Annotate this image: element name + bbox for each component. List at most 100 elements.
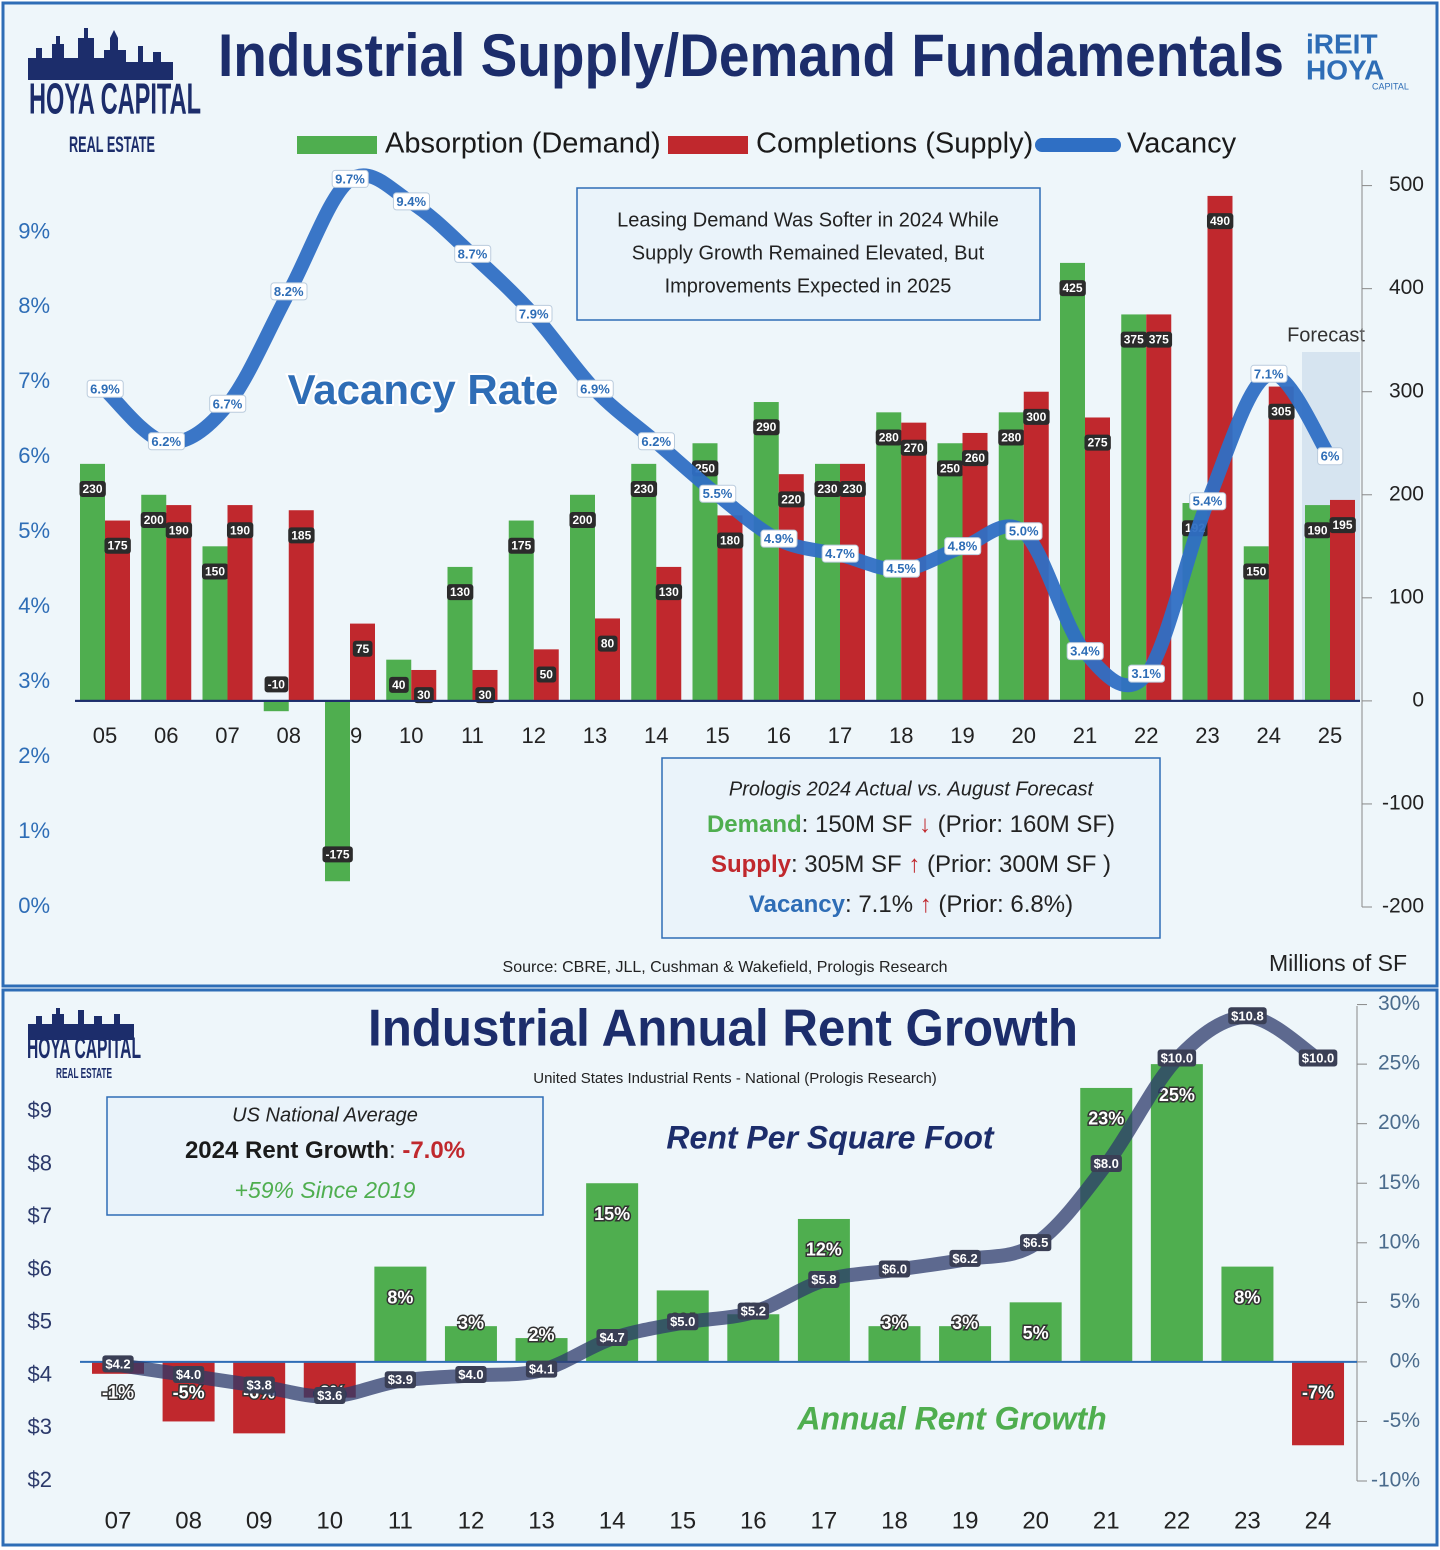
point-label: 4.9% — [764, 531, 794, 546]
point-label: 8.7% — [458, 246, 488, 261]
text-part: Demand — [707, 811, 802, 838]
x-tick-label: 14 — [599, 1507, 626, 1534]
label-box — [699, 484, 737, 503]
bar — [937, 443, 963, 701]
y2-tick-label: 5% — [1390, 1290, 1420, 1313]
point-label: 7.1% — [1254, 366, 1284, 381]
label-box — [716, 532, 744, 549]
x-tick-label: 16 — [740, 1507, 767, 1534]
bar-label: 8% — [387, 1287, 413, 1307]
x-tick-label: 12 — [522, 723, 546, 748]
y2-tick-label: 0 — [1412, 688, 1424, 711]
label-box — [637, 432, 676, 451]
bar-label: 3% — [881, 1313, 907, 1333]
bar — [1330, 499, 1355, 701]
point-label: $3.9 — [388, 1372, 413, 1387]
label-box — [264, 676, 289, 693]
label-box — [961, 450, 989, 467]
bar — [939, 1326, 992, 1362]
point-label: 5.4% — [1193, 494, 1223, 509]
y-tick-label: $4 — [28, 1361, 52, 1386]
x-tick-label: 16 — [767, 723, 791, 748]
x-tick-label: 06 — [154, 723, 178, 748]
label-box — [1120, 331, 1148, 348]
label-box — [475, 687, 495, 704]
point-label: 6.9% — [90, 381, 120, 396]
label-box — [1084, 434, 1111, 451]
y2-tick-label: -5% — [1383, 1409, 1420, 1432]
chart-subtitle: United States Industrial Rents - Nationa… — [533, 1070, 937, 1087]
label-box — [1206, 213, 1234, 230]
text-part: : 305M SF — [791, 851, 908, 878]
y2-tick-label: -200 — [1382, 895, 1424, 918]
y2-axis-title: Millions of SF — [1269, 950, 1407, 976]
x-tick-label: 05 — [93, 723, 117, 748]
note-text: Improvements Expected in 2025 — [665, 275, 952, 297]
bar-label: 30 — [478, 688, 492, 702]
legend-swatch — [1035, 138, 1121, 152]
forecast-row: Demand: 150M SF ↓ (Prior: 160M SF) — [707, 811, 1115, 838]
text-part: (Prior: 160M SF) — [931, 811, 1115, 838]
bar — [233, 1361, 286, 1434]
bar-label: 150 — [1246, 564, 1266, 578]
forecast-box-title: Prologis 2024 Actual vs. August Forecast — [729, 778, 1095, 800]
x-tick-label: 21 — [1093, 1507, 1120, 1534]
bar — [962, 432, 988, 701]
brand-text: CAPITAL — [1372, 81, 1409, 91]
label-box — [1157, 1049, 1197, 1067]
bar-label: 200 — [144, 513, 164, 527]
logo-skyline — [28, 28, 173, 80]
bar-label: 40 — [392, 678, 406, 692]
x-tick-label: 10 — [399, 723, 423, 748]
x-tick-label: 11 — [461, 723, 484, 748]
label-box — [667, 1313, 699, 1331]
bar-label: 185 — [291, 528, 311, 542]
bar-label: 25% — [1159, 1085, 1195, 1105]
text-part: : — [389, 1137, 402, 1164]
label-box — [525, 1360, 558, 1378]
bar — [444, 1326, 497, 1362]
bar-label: 375 — [1149, 333, 1169, 347]
label-box — [1145, 331, 1173, 348]
y2-tick-label: 20% — [1378, 1111, 1420, 1134]
y2-tick-label: 30% — [1378, 992, 1420, 1015]
bar-label: 425 — [1062, 281, 1082, 295]
x-tick-label: 17 — [811, 1507, 838, 1534]
label-box — [270, 282, 308, 301]
x-tick-label: 15 — [669, 1507, 696, 1534]
x-tick-label: 19 — [952, 1507, 979, 1534]
label-box — [1023, 408, 1050, 425]
bar — [595, 618, 620, 701]
bar-label: -1% — [102, 1383, 134, 1403]
bar-label: 290 — [756, 420, 776, 434]
bar-label: 490 — [1210, 214, 1230, 228]
x-tick-label: 22 — [1163, 1507, 1190, 1534]
label-box — [778, 491, 805, 508]
line-label: Rent Per Square Foot — [666, 1119, 995, 1155]
bar-label: 15% — [594, 1204, 630, 1224]
point-label: $10.0 — [1161, 1050, 1194, 1065]
y2-tick-label: -10% — [1371, 1469, 1420, 1492]
bar-label: 305 — [1271, 405, 1291, 419]
text-part: ↓ — [919, 811, 931, 838]
forecast-box — [661, 757, 1161, 939]
logo-text: REAL ESTATE — [69, 132, 155, 157]
label-box — [1243, 563, 1270, 580]
label-box — [536, 666, 557, 683]
label-box — [414, 687, 434, 704]
label-box — [839, 481, 866, 498]
x-tick-label: 20 — [1022, 1507, 1049, 1534]
label-box — [288, 527, 315, 544]
point-label: $4.1 — [529, 1362, 554, 1377]
bar-label: 260 — [965, 451, 985, 465]
bar — [515, 1338, 568, 1362]
label-box — [165, 522, 193, 539]
y-tick-label: 2% — [18, 743, 50, 768]
bar-label: 230 — [82, 482, 102, 496]
bar-label: 220 — [781, 492, 801, 506]
label-box — [569, 511, 596, 528]
label-box — [597, 635, 618, 652]
x-tick-label: 17 — [828, 723, 852, 748]
text-part: Vacancy — [749, 891, 846, 918]
bar — [1268, 386, 1294, 701]
